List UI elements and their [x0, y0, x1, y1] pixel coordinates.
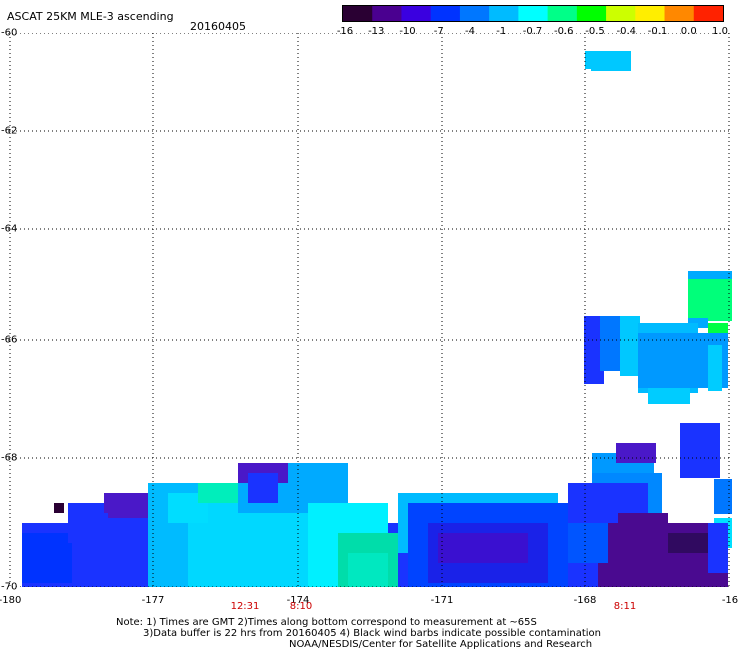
note-line-3: NOAA/NESDIS/Center for Satellite Applica…: [289, 639, 593, 650]
y-axis-label: -66: [1, 334, 18, 346]
swath-cell: [22, 533, 72, 583]
colorbar-segment: [401, 6, 432, 21]
colorbar-gradient: [343, 6, 724, 21]
colorbar-segment: [664, 6, 695, 21]
colorbar-label: -0.1: [647, 26, 668, 37]
map-date: 20160405: [190, 20, 246, 33]
time-label-1: 12:31: [230, 601, 260, 612]
swath-cell: [568, 523, 608, 563]
colorbar-label: -4: [465, 26, 475, 37]
colorbar-segment: [576, 6, 607, 21]
map-title: ASCAT 25KM MLE-3 ascending: [7, 10, 174, 23]
colorbar-label: -16: [336, 26, 354, 37]
swath-cell: [584, 316, 604, 384]
y-axis-label: -64: [1, 223, 18, 235]
colorbar: [342, 5, 724, 22]
colorbar-label: -0.6: [553, 26, 574, 37]
colorbar-segment: [489, 6, 519, 21]
colorbar-segment: [635, 6, 666, 21]
swath-cell: [708, 345, 722, 391]
y-axis-label: -62: [1, 125, 18, 137]
colorbar-segment: [430, 6, 461, 21]
colorbar-segment: [693, 6, 724, 21]
x-axis-label: -180: [0, 595, 22, 606]
x-axis-label: -168: [573, 595, 597, 606]
colorbar-segment: [343, 6, 373, 21]
colorbar-segment: [547, 6, 578, 21]
swath-cell: [688, 271, 732, 279]
swath-cell: [68, 513, 108, 543]
y-axis-label: -60: [1, 27, 18, 39]
colorbar-segment: [606, 6, 636, 21]
time-label-2: 8:10: [289, 601, 313, 612]
x-axis-label: -177: [141, 595, 165, 606]
colorbar-label: -0.7: [522, 26, 543, 37]
swath-cell: [714, 479, 732, 514]
y-axis-label: -70: [1, 581, 18, 593]
x-axis-label: -16: [721, 595, 739, 606]
time-label-3: 8:11: [613, 601, 637, 612]
colorbar-segment: [459, 6, 490, 21]
colorbar-label: -1: [496, 26, 507, 37]
swath-cell: [618, 513, 668, 533]
colorbar-label: -0.4: [616, 26, 637, 37]
colorbar-label: 1.0: [712, 26, 728, 37]
map-plot: [8, 33, 732, 587]
colorbar-segment: [372, 6, 403, 21]
colorbar-label: -13: [368, 26, 385, 37]
swath-cell: [591, 67, 631, 71]
colorbar-label: -10: [399, 26, 416, 37]
swath-cell: [198, 483, 238, 503]
colorbar-label: -0.5: [585, 26, 605, 37]
swath-cell: [668, 533, 708, 553]
swath-cell: [348, 553, 388, 587]
swath-cell: [616, 443, 656, 463]
x-axis-label: -174: [286, 595, 310, 606]
swath-cell: [620, 316, 640, 376]
note-line-2: 3)Data buffer is 22 hrs from 20160405 4)…: [143, 628, 601, 639]
note-line-1: Note: 1) Times are GMT 2)Times along bot…: [116, 617, 537, 628]
swath-cell: [680, 423, 720, 478]
swath-cell: [248, 473, 278, 503]
x-axis-label: -171: [430, 595, 454, 606]
y-axis-label: -68: [1, 452, 18, 464]
swath-cell: [708, 573, 728, 587]
swath-cell: [438, 533, 528, 563]
swath-cell: [585, 51, 631, 69]
colorbar-label: -7: [433, 26, 444, 37]
swath-cell: [648, 388, 690, 404]
swath-cell: [708, 323, 728, 333]
colorbar-label: 0.0: [680, 26, 697, 37]
swath-cell: [688, 271, 732, 321]
swath-cell: [54, 503, 64, 513]
colorbar-segment: [518, 6, 549, 21]
